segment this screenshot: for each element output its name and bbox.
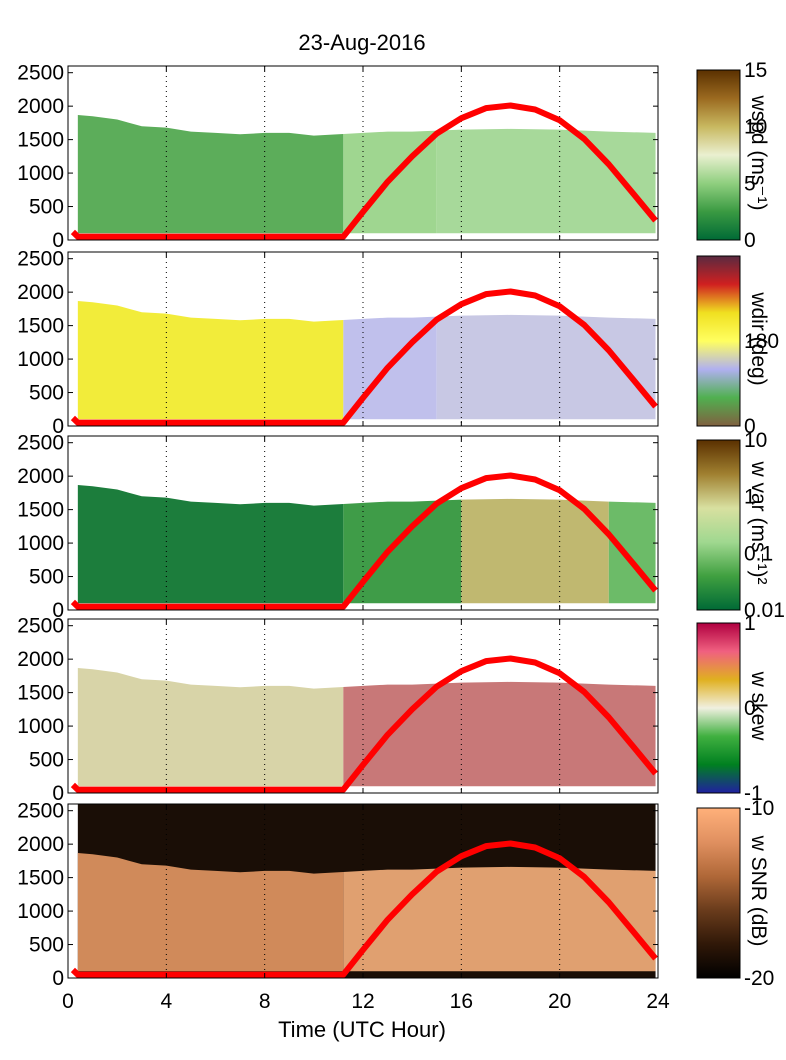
colorbar-tick-label: -20 [744,967,774,990]
data-region-wdir-0 [77,300,344,420]
y-tick-label: 0 [52,415,64,438]
x-tick-label: 4 [160,990,172,1013]
x-tick-label: 8 [259,990,271,1013]
y-tick-label: 1000 [17,900,64,923]
y-tick-label: 500 [29,382,64,405]
panel-wskew: 0 500 1000 1500 2000 2500 1 0 -1 w skew [17,612,770,805]
y-tick-label: 1000 [17,162,64,185]
data-region-wspd-0 [77,114,344,234]
x-tick-label: 0 [62,990,74,1013]
y-tick-label: 1500 [17,315,64,338]
colorbar-tick-label: 180 [744,330,779,353]
colorbar-tick-label: 0 [744,229,756,252]
colorbar-tick-label: 0 [744,697,756,720]
colorbar-tick-label: -1 [744,782,763,805]
colorbar-tick-label: 15 [744,59,767,82]
colorbar-tick-label: 0.01 [744,599,785,622]
figure-title: 23-Aug-2016 [298,30,425,55]
y-tick-label: 1500 [17,682,64,705]
y-tick-label: 2000 [17,833,64,856]
x-tick-label: 12 [351,990,374,1013]
panel-snr: 0 500 1000 1500 2000 2500 -10 -20 w SNR (dB) [17,797,774,990]
y-tick-label: 0 [52,782,64,805]
colorbar-tick-label: 0.1 [744,542,773,565]
panel-wspd: 0 500 1000 1500 2000 2500 15 10 5 0 wspd (ms⁻¹) [17,59,770,252]
y-tick-label: 0 [52,229,64,252]
y-tick-label: 500 [29,196,64,219]
y-tick-label: 1500 [17,499,64,522]
colorbar-wdir [696,255,741,427]
y-tick-label: 1000 [17,348,64,371]
y-tick-label: 2500 [17,62,64,85]
colorbar-wspd [696,69,741,241]
colorbar-tick-label: -10 [744,797,774,820]
colorbar-tick-label: 5 [744,172,756,195]
y-tick-label: 2000 [17,281,64,304]
y-tick-label: 1500 [17,867,64,890]
colorbar-snr [696,807,741,979]
y-tick-label: 2000 [17,95,64,118]
y-tick-label: 1500 [17,129,64,152]
panel-wvar: 0 500 1000 1500 2000 2500 10 1 0.1 0.01 w var (ms⁻… [17,429,785,622]
plot-area-wdir [70,252,658,426]
data-region-wvar-1 [343,499,462,604]
overlay-curve [70,102,658,240]
data-region-wvar-2 [461,498,609,604]
colorbar-wskew [696,622,741,794]
data-region-wskew-1 [343,681,656,787]
y-tick-label: 2000 [17,465,64,488]
colorbar-label-wskew: w skew [747,671,770,742]
plot-area-wvar [70,436,658,610]
colorbar-label-wdir: wdir (deg) [747,291,770,385]
x-axis-label: Time (UTC Hour) [278,1017,446,1042]
y-tick-label: 1000 [17,532,64,555]
plot-area-wspd [70,66,658,240]
colorbar-label-snr: w SNR (dB) [747,835,770,947]
y-tick-label: 500 [29,749,64,772]
data-region-wvar-3 [608,501,656,604]
data-region-wvar-0 [77,484,344,604]
y-tick-label: 2500 [17,800,64,823]
y-tick-label: 500 [29,934,64,957]
y-tick-label: 0 [52,967,64,990]
y-tick-label: 500 [29,566,64,589]
overlay-curve [70,840,658,978]
data-region-snr-0 [77,852,344,972]
data-region-wskew-0 [77,667,344,787]
x-tick-label: 24 [646,990,670,1013]
plot-area-wskew [70,619,658,793]
y-tick-label: 2000 [17,648,64,671]
y-tick-label: 2500 [17,615,64,638]
x-tick-label: 16 [450,990,473,1013]
x-tick-label: 20 [548,990,571,1013]
colorbar-tick-label: 10 [744,429,767,452]
colorbar-tick-label: 1 [744,612,756,635]
y-tick-label: 1000 [17,715,64,738]
y-tick-label: 0 [52,599,64,622]
colorbar-wvar [696,439,741,611]
colorbar-tick-label: 1 [744,486,756,509]
plot-area-snr [70,804,658,978]
colorbar-tick-label: 10 [744,116,767,139]
overlay-curve [70,655,658,793]
data-region-snr-1 [343,866,656,972]
colorbar-label-wspd: wspd (ms⁻¹) [747,95,770,211]
overlay-curve [70,288,658,426]
overlay-curve [70,472,658,610]
colorbar-label-wvar: w var (ms⁻¹)² [747,460,770,584]
y-tick-label: 2500 [17,248,64,271]
colorbar-tick-label: 0 [744,415,756,438]
y-tick-label: 2500 [17,432,64,455]
panel-wdir: 0 500 1000 1500 2000 2500 180 0 wdir (deg) [17,248,779,438]
